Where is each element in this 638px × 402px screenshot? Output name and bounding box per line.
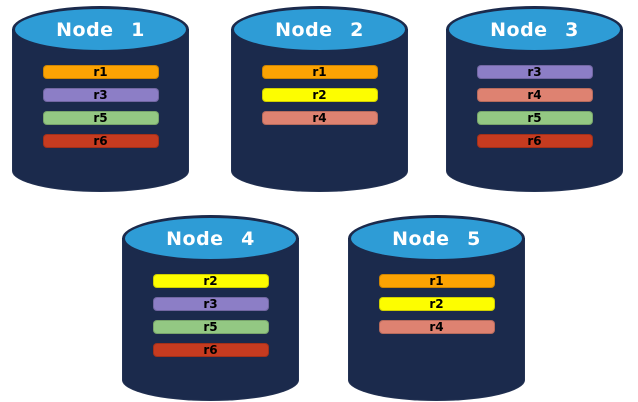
replica-label: r2: [312, 88, 327, 102]
node-title: Node 2: [275, 18, 364, 41]
replica-bar-r3: r3: [42, 88, 159, 102]
database-node: Node 1 r1 r3 r5 r6: [12, 6, 189, 192]
cylinder-body: [446, 29, 623, 192]
replica-label: r6: [527, 134, 542, 148]
replica-label: r5: [527, 111, 542, 125]
replica-label: r4: [527, 88, 542, 102]
cylinder-body: [348, 238, 525, 401]
replica-label: r6: [93, 134, 108, 148]
node-title: Node 3: [490, 18, 579, 41]
database-node: Node 3 r3 r4 r5 r6: [446, 6, 623, 192]
replica-bar-r6: r6: [152, 343, 269, 357]
replica-bar-r5: r5: [42, 111, 159, 125]
cylinder-body: [122, 238, 299, 401]
cylinder-body: [231, 29, 408, 192]
replica-bar-r5: r5: [152, 320, 269, 334]
cylinder-top-ellipse: Node 5: [348, 215, 525, 262]
cylinder-top-ellipse: Node 4: [122, 215, 299, 262]
replica-bar-r4: r4: [378, 320, 495, 334]
node-title: Node 1: [56, 18, 145, 41]
cylinder-top-ellipse: Node 1: [12, 6, 189, 53]
replica-bar-r4: r4: [261, 111, 378, 125]
replica-bar-r6: r6: [42, 134, 159, 148]
replica-bar-list: r1 r2 r4: [348, 274, 525, 343]
replica-bar-r2: r2: [261, 88, 378, 102]
replica-bar-r2: r2: [152, 274, 269, 288]
replica-bar-list: r3 r4 r5 r6: [446, 65, 623, 157]
replica-label: r5: [203, 320, 218, 334]
cylinder-body: [12, 29, 189, 192]
replica-bar-r3: r3: [152, 297, 269, 311]
replica-label: r5: [93, 111, 108, 125]
replica-label: r1: [93, 65, 108, 79]
database-node: Node 5 r1 r2 r4: [348, 215, 525, 401]
replica-label: r2: [429, 297, 444, 311]
database-node: Node 4 r2 r3 r5 r6: [122, 215, 299, 401]
node-title: Node 4: [166, 227, 255, 250]
replica-label: r1: [429, 274, 444, 288]
replica-bar-r6: r6: [476, 134, 593, 148]
database-node: Node 2 r1 r2 r4: [231, 6, 408, 192]
replica-bar-r1: r1: [42, 65, 159, 79]
replica-bar-r5: r5: [476, 111, 593, 125]
replica-bar-r3: r3: [476, 65, 593, 79]
replica-label: r4: [429, 320, 444, 334]
replica-bar-list: r2 r3 r5 r6: [122, 274, 299, 366]
cylinder-top-ellipse: Node 2: [231, 6, 408, 53]
replica-bar-r1: r1: [378, 274, 495, 288]
node-title: Node 5: [392, 227, 481, 250]
replica-label: r2: [203, 274, 218, 288]
replica-bar-list: r1 r2 r4: [231, 65, 408, 134]
replica-bar-r4: r4: [476, 88, 593, 102]
replica-bar-r1: r1: [261, 65, 378, 79]
replica-label: r6: [203, 343, 218, 357]
cylinder-top-ellipse: Node 3: [446, 6, 623, 53]
replica-label: r4: [312, 111, 327, 125]
replica-label: r3: [203, 297, 218, 311]
replica-bar-list: r1 r3 r5 r6: [12, 65, 189, 157]
replica-label: r1: [312, 65, 327, 79]
replica-label: r3: [527, 65, 542, 79]
replica-label: r3: [93, 88, 108, 102]
replica-bar-r2: r2: [378, 297, 495, 311]
